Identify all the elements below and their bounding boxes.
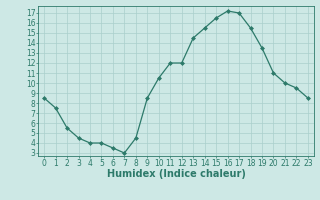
X-axis label: Humidex (Indice chaleur): Humidex (Indice chaleur)	[107, 169, 245, 179]
